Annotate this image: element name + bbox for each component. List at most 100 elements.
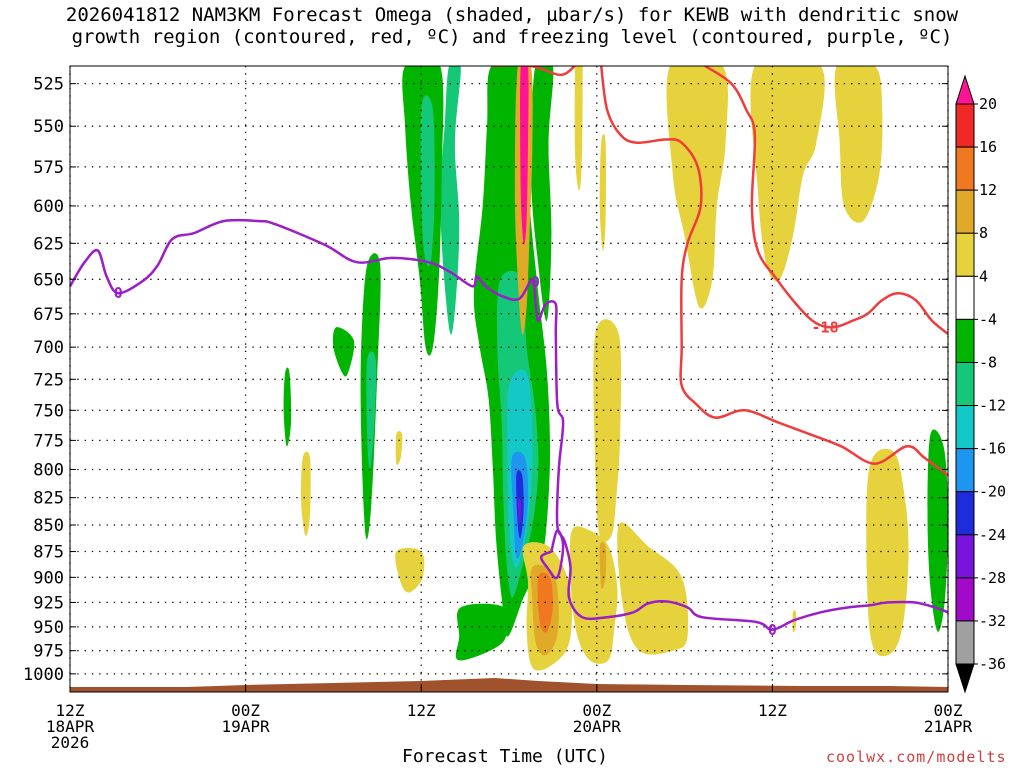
x-tick-label-36-0: 00Z bbox=[582, 701, 611, 720]
colorbar-segment-10 bbox=[955, 534, 975, 579]
colorbar-segment-6 bbox=[955, 361, 975, 407]
x-tick-label-48-0: 12Z bbox=[758, 701, 787, 720]
colorbar-label-3: 8 bbox=[979, 224, 988, 242]
colorbar-label-11: -28 bbox=[979, 569, 1006, 587]
omega-region-30 bbox=[395, 431, 403, 466]
colorbar-segment-7 bbox=[955, 405, 975, 450]
x-tick-label-12-0: 00Z bbox=[231, 701, 260, 720]
y-axis: 525 550 575 600 625 650 675 700 725 750 775 800 825 8… bbox=[23, 75, 948, 685]
omega-region-31 bbox=[395, 547, 425, 593]
contour-line-3 bbox=[599, 66, 948, 477]
colorbar-segment-0 bbox=[955, 103, 975, 148]
omega-region-34 bbox=[420, 95, 435, 267]
x-tick-label-12-1: 19APR bbox=[222, 717, 271, 736]
colorbar-label-13: -36 bbox=[979, 655, 1006, 673]
credit-text: coolwx.com/modelts bbox=[826, 748, 1007, 766]
omega-region-19 bbox=[834, 66, 883, 223]
colorbar-segment-9 bbox=[955, 491, 975, 536]
y-tick-label-1000: 1000 bbox=[23, 665, 64, 685]
colorbar-top-arrow bbox=[955, 74, 975, 105]
y-tick-label-675: 675 bbox=[33, 305, 64, 325]
colorbar-label-7: -12 bbox=[979, 397, 1006, 415]
omega-region-16 bbox=[617, 522, 689, 655]
omega-region-14 bbox=[593, 319, 622, 543]
y-tick-label-925: 925 bbox=[33, 593, 64, 613]
colorbar-segment-2 bbox=[955, 189, 975, 234]
y-tick-label-750: 750 bbox=[33, 401, 64, 421]
contour-labels: 0 0 0 -18 bbox=[114, 273, 839, 639]
y-tick-label-825: 825 bbox=[33, 489, 64, 509]
colorbar-segment-4 bbox=[955, 275, 975, 320]
colorbar-segment-12 bbox=[955, 620, 975, 665]
omega-region-24 bbox=[510, 66, 514, 164]
y-tick-label-650: 650 bbox=[33, 270, 64, 290]
omega-region-17 bbox=[666, 66, 728, 309]
colorbar: 20 16 12 8 4 -4 -8 -12 -16 -20 -24 -28 -32 -36 bbox=[955, 74, 1006, 694]
colorbar-label-0: 20 bbox=[979, 95, 997, 113]
colorbar-segment-3 bbox=[955, 232, 975, 277]
grid-lines bbox=[69, 66, 949, 692]
y-tick-label-975: 975 bbox=[33, 642, 64, 662]
y-tick-label-525: 525 bbox=[33, 75, 64, 95]
contour-line-2 bbox=[491, 66, 576, 77]
y-tick-label-600: 600 bbox=[33, 197, 64, 217]
colorbar-label-6: -8 bbox=[979, 353, 997, 371]
omega-region-13 bbox=[569, 526, 618, 664]
ground-terrain bbox=[70, 678, 948, 692]
y-tick-label-550: 550 bbox=[33, 117, 64, 137]
colorbar-label-1: 16 bbox=[979, 138, 997, 156]
x-tick-label-0-0: 12Z bbox=[56, 701, 85, 720]
x-tick-label-24-0: 12Z bbox=[407, 701, 436, 720]
omega-region-21 bbox=[927, 429, 948, 632]
x-tick-label-60-0: 00Z bbox=[934, 701, 963, 720]
omega-region-26 bbox=[366, 351, 377, 470]
x-tick-label-0-1: 18APR bbox=[46, 717, 95, 736]
y-tick-label-800: 800 bbox=[33, 460, 64, 480]
contour-label-0-2: 0 bbox=[531, 273, 540, 291]
x-tick-label-0-2: 2026 bbox=[51, 733, 90, 752]
contour-label-0-1: 0 bbox=[768, 621, 777, 639]
omega-region-7 bbox=[517, 498, 522, 525]
colorbar-label-8: -16 bbox=[979, 440, 1006, 458]
colorbar-label-12: -32 bbox=[979, 612, 1006, 630]
omega-region-15 bbox=[599, 541, 607, 590]
y-tick-label-900: 900 bbox=[33, 568, 64, 588]
y-tick-label-875: 875 bbox=[33, 543, 64, 563]
omega-shading bbox=[283, 66, 948, 671]
colorbar-label-10: -24 bbox=[979, 526, 1006, 544]
omega-region-0 bbox=[440, 66, 461, 335]
y-tick-label-850: 850 bbox=[33, 516, 64, 536]
x-tick-label-36-1: 20APR bbox=[573, 717, 622, 736]
colorbar-label-4: 4 bbox=[979, 267, 988, 285]
contour-lines bbox=[70, 66, 948, 632]
y-tick-label-700: 700 bbox=[33, 338, 64, 358]
omega-region-9 bbox=[520, 66, 529, 245]
colorbar-label-2: 12 bbox=[979, 181, 997, 199]
omega-region-1 bbox=[530, 66, 554, 321]
contour-label-4-0: -18 bbox=[812, 318, 839, 336]
colorbar-bottom-arrow bbox=[955, 663, 975, 694]
colorbar-segment-5 bbox=[955, 318, 975, 363]
x-tick-label-60-1: 21APR bbox=[924, 717, 973, 736]
omega-region-23 bbox=[574, 66, 583, 191]
y-tick-label-775: 775 bbox=[33, 431, 64, 451]
omega-region-28 bbox=[283, 367, 292, 447]
omega-region-27 bbox=[332, 327, 355, 377]
y-tick-label-575: 575 bbox=[33, 158, 64, 178]
contour-line-0 bbox=[70, 218, 948, 632]
omega-region-20 bbox=[866, 448, 909, 657]
colorbar-segment-11 bbox=[955, 577, 975, 622]
contour-label-0-0: 0 bbox=[114, 284, 123, 302]
colorbar-label-5: -4 bbox=[979, 310, 997, 328]
omega-region-29 bbox=[301, 451, 311, 536]
x-axis-title: Forecast Time (UTC) bbox=[402, 746, 608, 767]
omega-region-22 bbox=[599, 133, 607, 251]
omega-region-18 bbox=[750, 66, 825, 282]
colorbar-label-9: -20 bbox=[979, 483, 1006, 501]
colorbar-segment-1 bbox=[955, 146, 975, 191]
colorbar-segment-8 bbox=[955, 448, 975, 493]
omega-region-32 bbox=[455, 603, 510, 661]
y-tick-label-950: 950 bbox=[33, 618, 64, 638]
chart-title: 2026041812 NAM3KM Forecast Omega (shaded… bbox=[65, 4, 959, 48]
